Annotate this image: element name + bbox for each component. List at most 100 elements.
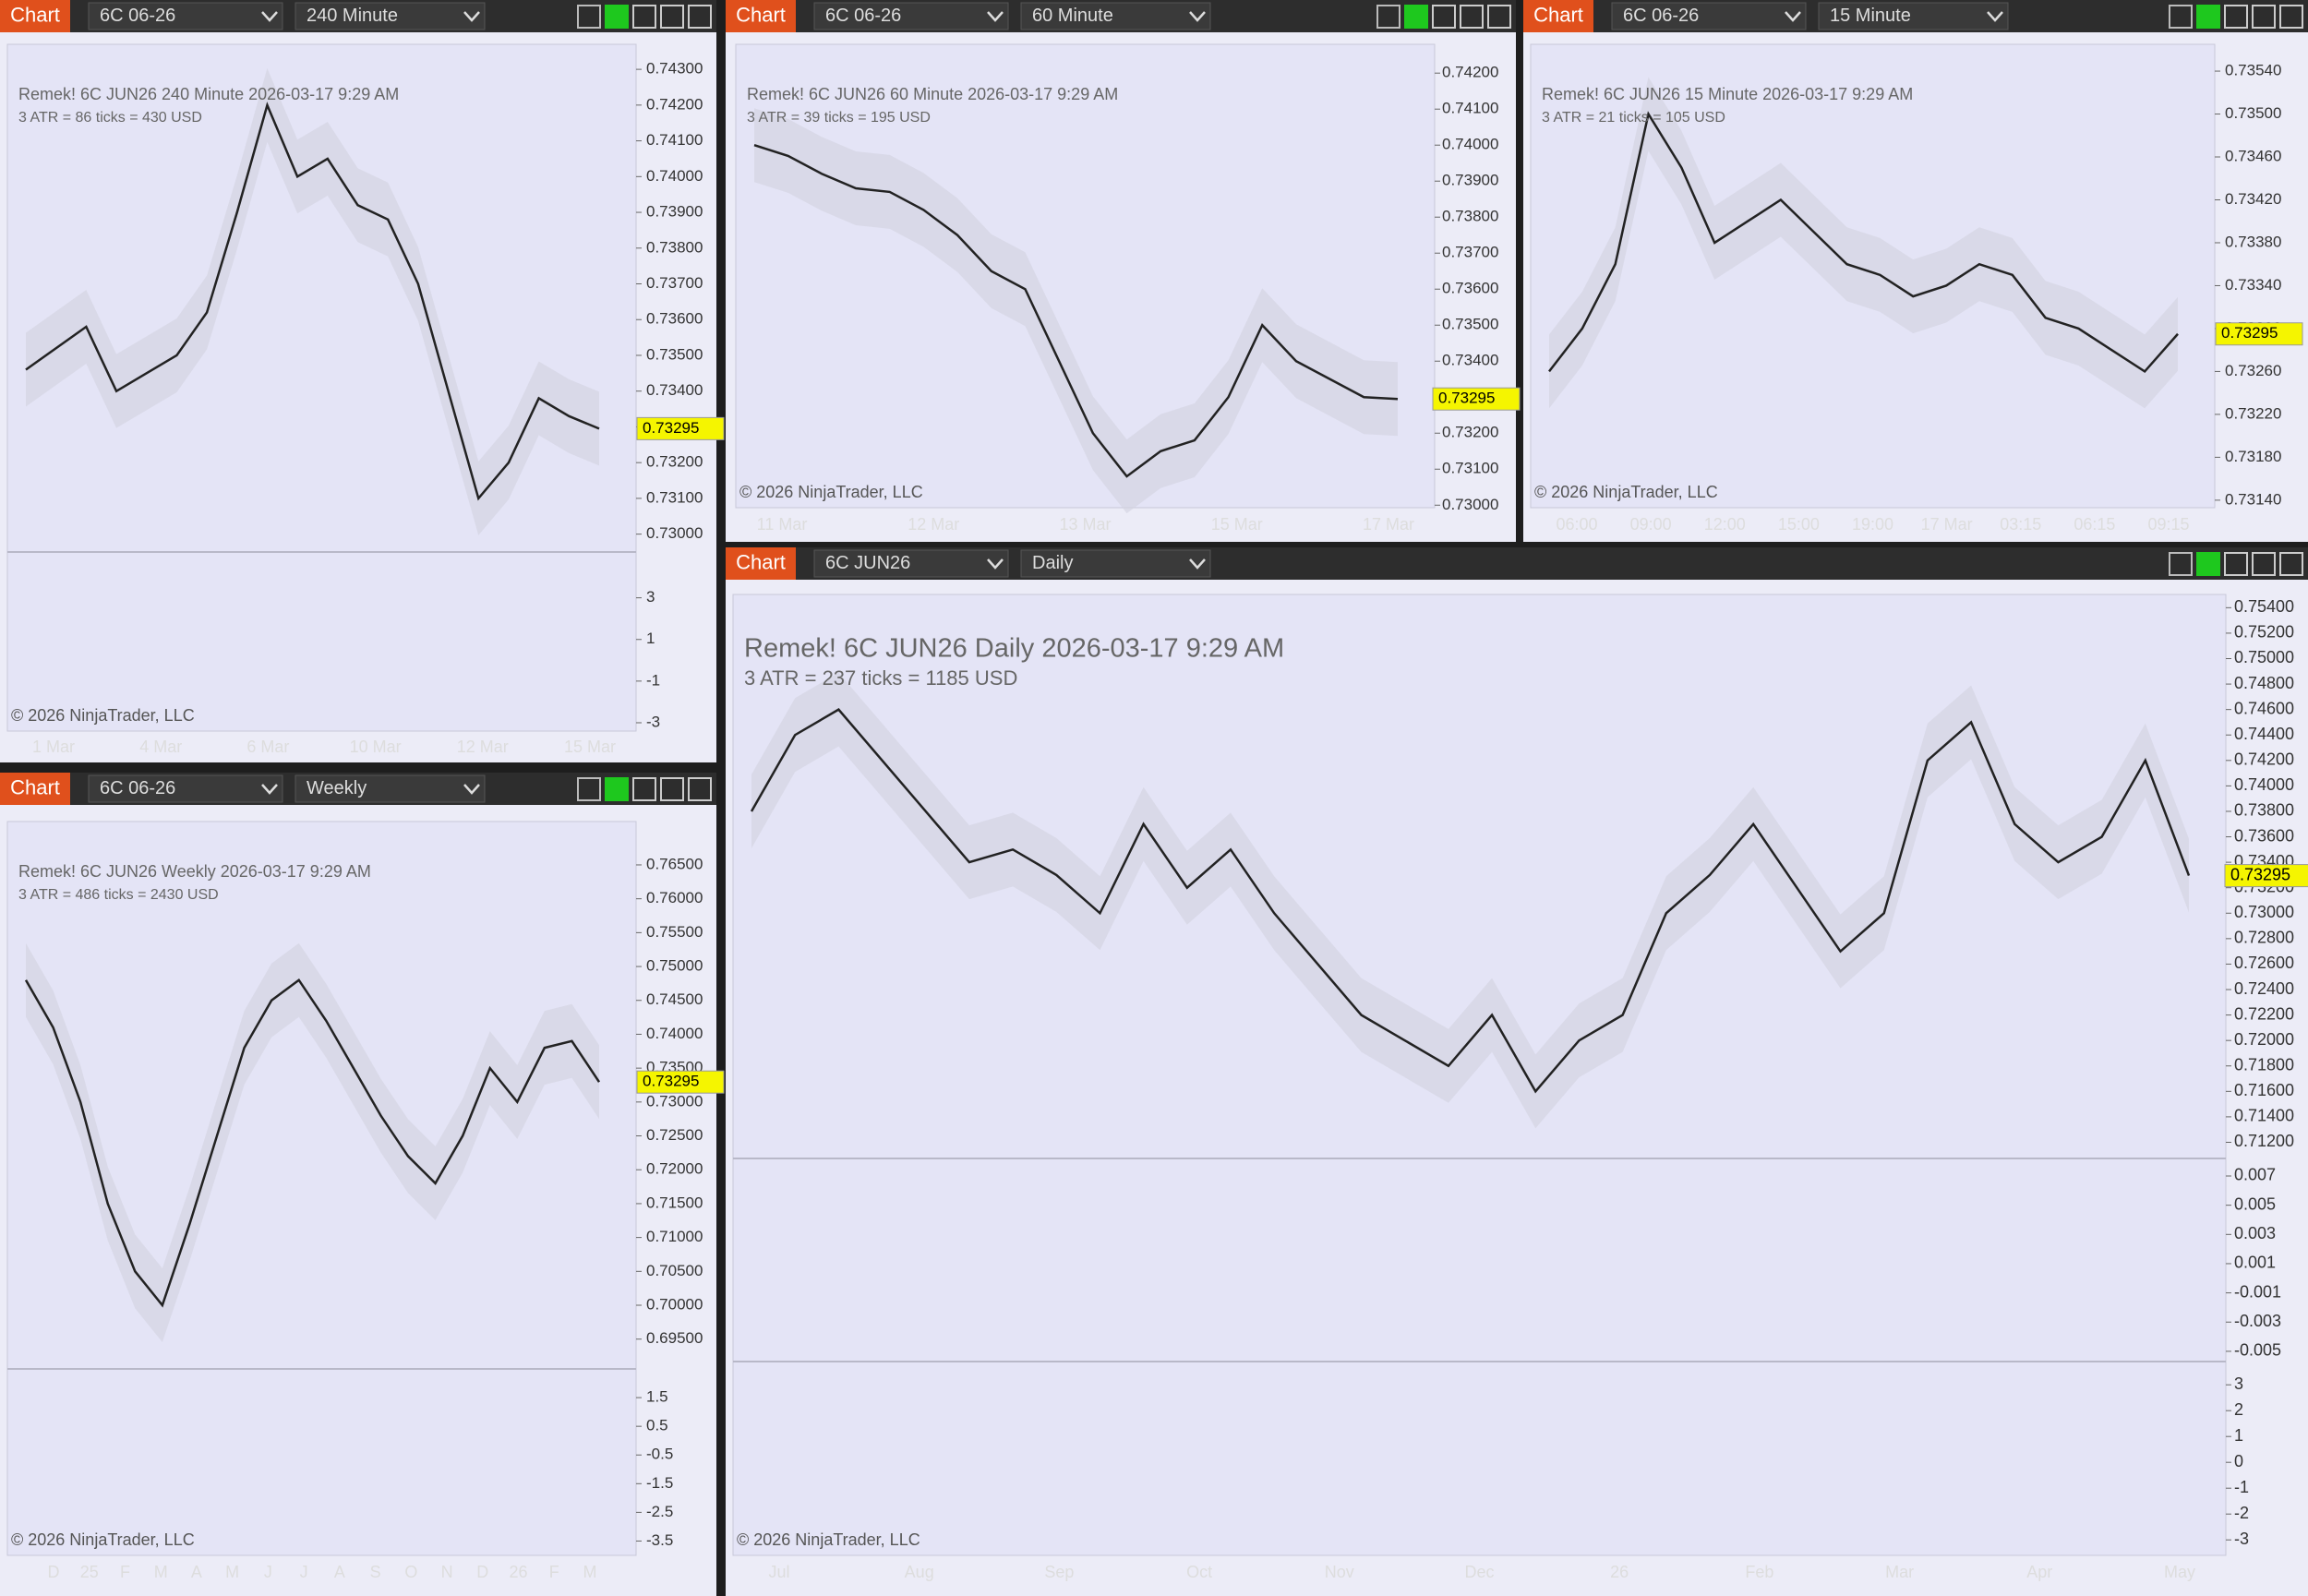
window-button[interactable] — [1404, 5, 1428, 29]
instrument-selector[interactable] — [88, 774, 283, 803]
interval-selector[interactable] — [1020, 2, 1211, 30]
chart-label: Remek! 6C JUN26 15 Minute 2026-03-17 9:2… — [1542, 85, 1913, 103]
price-label: 0.73500 — [1442, 316, 1498, 333]
indicator-label: 1 — [646, 630, 655, 647]
window-button[interactable] — [2196, 552, 2220, 576]
window-button[interactable] — [660, 777, 684, 801]
date-label: 09:15 — [2147, 515, 2189, 534]
window-button[interactable] — [660, 5, 684, 29]
window-button[interactable] — [1432, 5, 1456, 29]
window-button[interactable] — [1487, 5, 1511, 29]
date-label: 13 Mar — [1059, 515, 1111, 534]
indicator-label: -0.5 — [646, 1446, 673, 1463]
instrument-selector[interactable] — [88, 2, 283, 30]
window-button[interactable] — [2279, 552, 2303, 576]
window-button[interactable] — [577, 5, 601, 29]
window-button[interactable] — [688, 777, 712, 801]
price-label: 0.73500 — [2225, 104, 2281, 122]
window-button[interactable] — [2224, 552, 2248, 576]
atr-label: 3 ATR = 486 ticks = 2430 USD — [18, 887, 219, 903]
chart-button-label: Chart — [736, 3, 786, 26]
price-label: 0.73700 — [646, 274, 703, 292]
price-label: 0.73420 — [2225, 190, 2281, 208]
price-label: 0.72200 — [2234, 1004, 2294, 1023]
indicator-label: 0.001 — [2234, 1254, 2276, 1272]
copyright: © 2026 NinjaTrader, LLC — [11, 706, 195, 725]
plot-area — [732, 594, 2227, 1556]
window-button[interactable] — [2279, 5, 2303, 29]
window-button[interactable] — [605, 5, 629, 29]
atr-label: 3 ATR = 21 ticks = 105 USD — [1542, 110, 1725, 126]
interval-name: Weekly — [307, 778, 367, 798]
date-label: 06:00 — [1556, 515, 1597, 534]
window-button[interactable] — [1460, 5, 1484, 29]
indicator-label: 0 — [2234, 1452, 2243, 1470]
window-button[interactable] — [632, 5, 656, 29]
price-label: 0.73600 — [2234, 826, 2294, 845]
interval-selector[interactable] — [295, 2, 486, 30]
interval-selector[interactable] — [295, 774, 486, 803]
last-price-badge — [1432, 387, 1521, 411]
window-button[interactable] — [577, 777, 601, 801]
date-label: D — [48, 1563, 60, 1581]
window-button[interactable] — [688, 5, 712, 29]
date-label: A — [334, 1563, 345, 1581]
chart-button[interactable] — [726, 547, 796, 580]
instrument-selector[interactable] — [1611, 2, 1807, 30]
last-price-badge — [636, 1070, 725, 1094]
chart-button[interactable] — [0, 0, 70, 32]
interval-selector[interactable] — [1818, 2, 2009, 30]
window-button[interactable] — [2224, 5, 2248, 29]
price-label: 0.71500 — [646, 1194, 703, 1211]
price-label: 0.73700 — [1442, 244, 1498, 261]
indicator-label: 0.005 — [2234, 1194, 2276, 1213]
chart-button[interactable] — [1523, 0, 1593, 32]
window-button[interactable] — [2252, 5, 2276, 29]
price-label: 0.74000 — [646, 1025, 703, 1042]
date-label: 12:00 — [1704, 515, 1746, 534]
window-button[interactable] — [2169, 552, 2193, 576]
interval-name: 60 Minute — [1032, 6, 1113, 26]
price-label: 0.73200 — [646, 453, 703, 471]
chart-button-label: Chart — [736, 550, 786, 573]
price-label: 0.73140 — [2225, 490, 2281, 508]
last-price-label: 0.73295 — [1438, 390, 1495, 407]
chart-button[interactable] — [0, 773, 70, 805]
date-label: 15 Mar — [1211, 515, 1263, 534]
last-price-label: 0.73295 — [643, 419, 699, 437]
date-label: 4 Mar — [139, 738, 182, 756]
indicator-label: -1 — [2234, 1478, 2249, 1496]
instrument-selector[interactable] — [813, 2, 1009, 30]
window-button[interactable] — [632, 777, 656, 801]
chart-button[interactable] — [726, 0, 796, 32]
window-button[interactable] — [2196, 5, 2220, 29]
indicator-label: -3 — [2234, 1530, 2249, 1548]
indicator-label: 0.007 — [2234, 1166, 2276, 1184]
price-label: 0.76500 — [646, 855, 703, 872]
last-price-badge — [636, 416, 725, 440]
price-label: 0.74000 — [646, 167, 703, 185]
interval-selector[interactable] — [1020, 549, 1211, 578]
date-label: M — [225, 1563, 239, 1581]
copyright: © 2026 NinjaTrader, LLC — [739, 483, 923, 501]
instrument-selector[interactable] — [813, 549, 1009, 578]
window-button[interactable] — [1376, 5, 1400, 29]
window-button[interactable] — [605, 777, 629, 801]
price-label: 0.73100 — [1442, 460, 1498, 477]
date-label: F — [549, 1563, 559, 1581]
date-label: Sep — [1044, 1563, 1074, 1581]
price-label: 0.76000 — [646, 889, 703, 906]
date-label: 26 — [510, 1563, 528, 1581]
price-label: 0.74100 — [1442, 100, 1498, 117]
atr-label: 3 ATR = 86 ticks = 430 USD — [18, 110, 202, 126]
date-label: D — [476, 1563, 488, 1581]
date-label: Nov — [1325, 1563, 1354, 1581]
chart-button-label: Chart — [1533, 3, 1583, 26]
window-button[interactable] — [2169, 5, 2193, 29]
window-button[interactable] — [2252, 552, 2276, 576]
indicator-label: -1 — [646, 671, 660, 689]
last-price-label: 0.73295 — [643, 1073, 699, 1090]
price-label: 0.74000 — [1442, 136, 1498, 153]
price-label: 0.73540 — [2225, 62, 2281, 79]
price-line — [750, 708, 2191, 1094]
